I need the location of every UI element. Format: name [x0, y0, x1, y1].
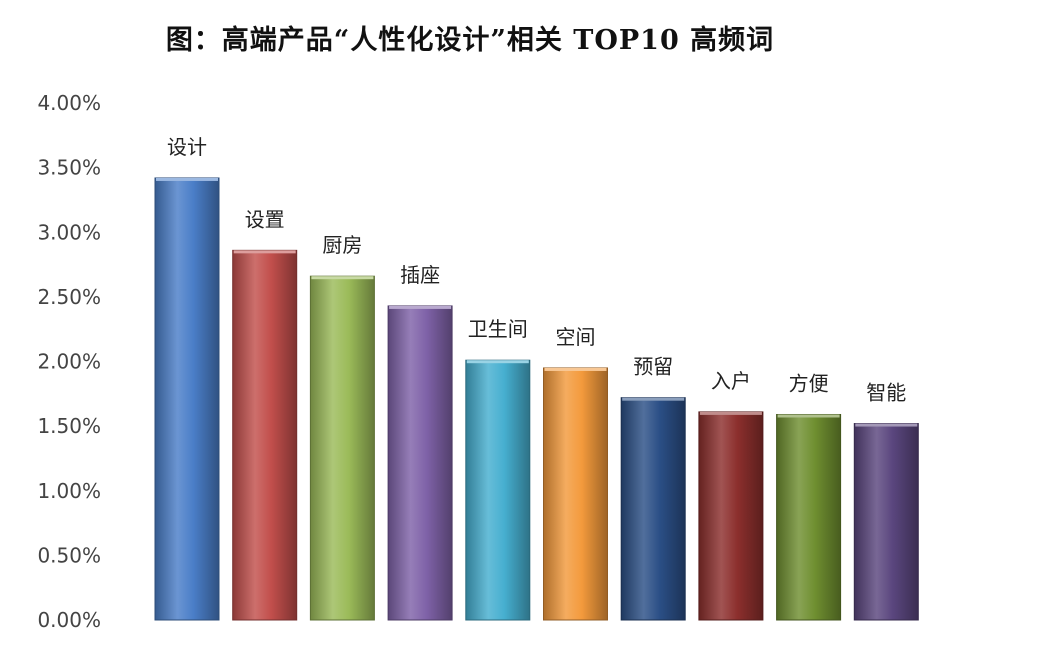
- bar-top-highlight: [389, 305, 452, 309]
- y-tick-label: 0.50%: [37, 543, 101, 567]
- bar-10: [853, 423, 919, 621]
- y-tick-label: 3.50%: [37, 156, 101, 180]
- category-label: 预留: [633, 355, 673, 379]
- y-tick-label: 1.00%: [37, 479, 101, 503]
- y-axis-labels: 0.00% 0.50% 1.00% 1.50% 2.00% 2.50% 3.00% 3.50%…: [37, 91, 101, 632]
- category-label: 方便: [789, 371, 829, 395]
- bar-7: [620, 397, 686, 621]
- category-label: 空间: [556, 325, 596, 349]
- category-label: 插座: [400, 263, 440, 287]
- bars-layer: [154, 177, 919, 621]
- y-tick-label: 2.50%: [37, 285, 101, 309]
- bar-5: [465, 359, 531, 621]
- y-tick-label: 1.50%: [37, 414, 101, 438]
- bar-top-highlight: [156, 177, 218, 181]
- bar-top-highlight: [622, 397, 685, 401]
- bar-4: [387, 305, 453, 621]
- bar-top-highlight: [233, 250, 296, 254]
- bar-top-highlight: [699, 411, 762, 415]
- category-label: 设置: [245, 207, 285, 231]
- bar-top-highlight: [777, 414, 840, 418]
- y-tick-label: 0.00%: [37, 608, 101, 632]
- bar-3: [309, 275, 375, 621]
- y-tick-label: 3.00%: [37, 220, 101, 244]
- bar-1: [154, 177, 220, 621]
- chart-title: 图：高端产品“人性化设计”相关 TOP10 高频词: [165, 25, 775, 56]
- bar-top-highlight: [466, 360, 529, 364]
- bar-top-highlight: [855, 423, 918, 427]
- bar-2: [232, 249, 298, 621]
- y-tick-label: 4.00%: [37, 91, 101, 115]
- bar-8: [698, 411, 764, 621]
- category-label: 卫生间: [468, 317, 528, 341]
- bar-top-highlight: [311, 276, 374, 280]
- y-tick-label: 2.00%: [37, 350, 101, 374]
- bar-9: [776, 413, 842, 621]
- category-label: 设计: [167, 135, 207, 159]
- bar-top-highlight: [544, 367, 607, 371]
- category-label: 入户: [711, 369, 751, 393]
- category-label: 智能: [866, 381, 906, 405]
- category-label: 厨房: [322, 233, 362, 257]
- bar-6: [543, 367, 608, 621]
